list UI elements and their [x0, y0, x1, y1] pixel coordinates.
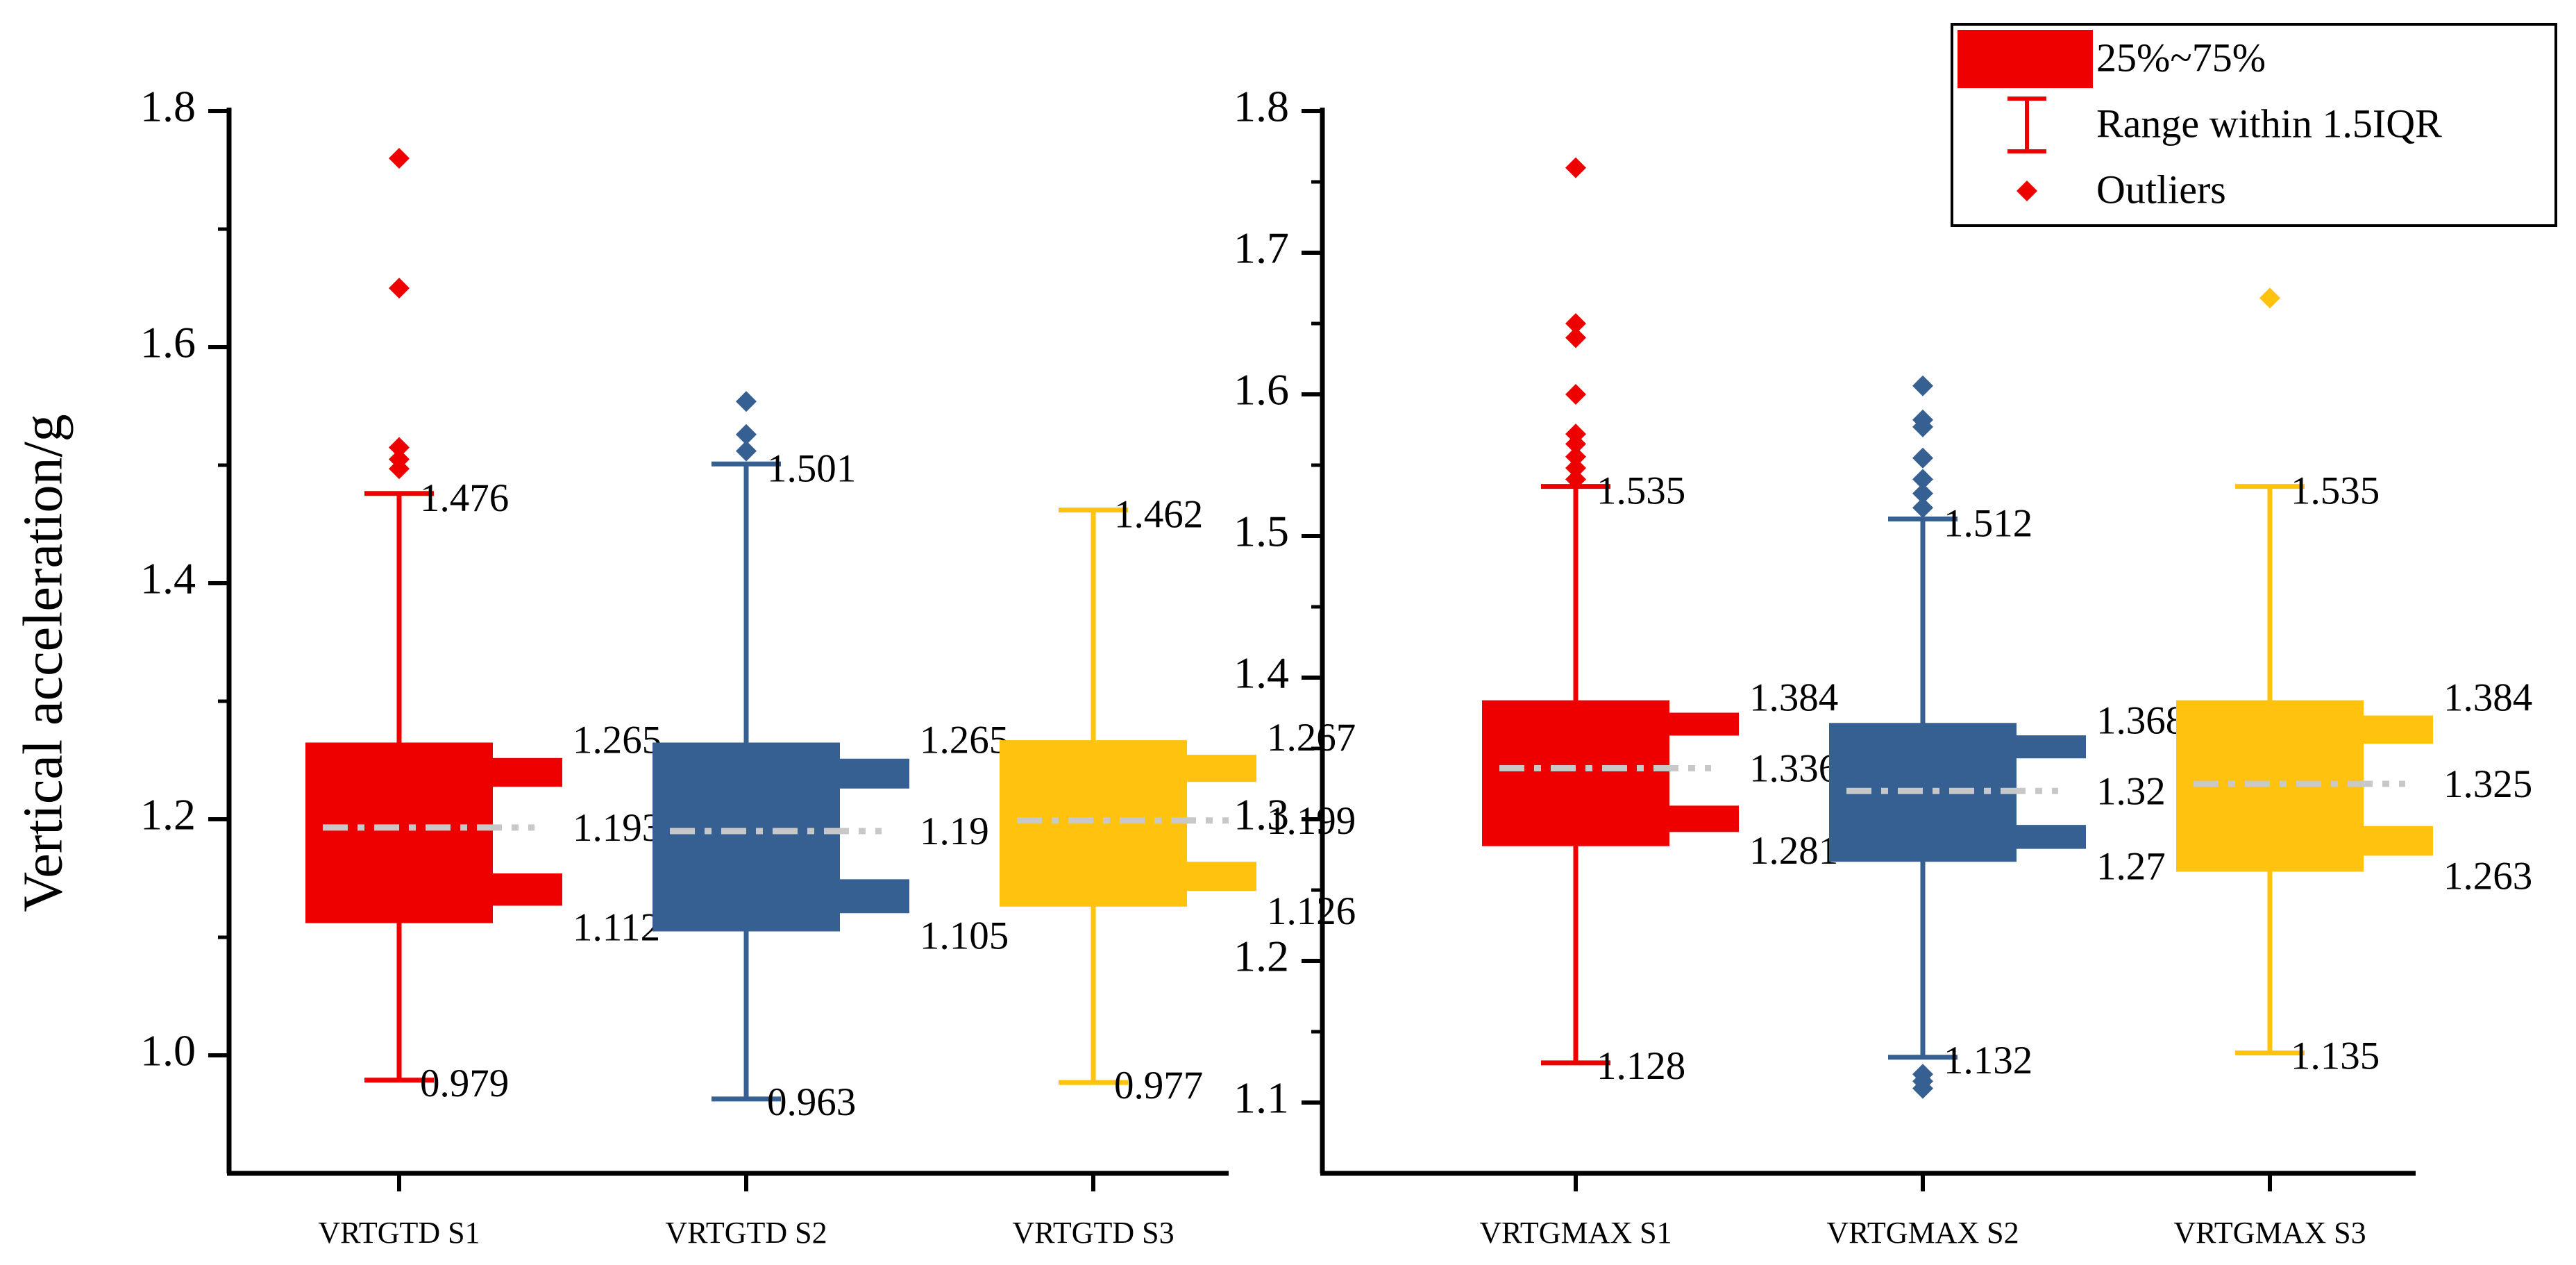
label-q1: 1.105 [920, 914, 1009, 958]
panel-right: 1.1 1.2 1.3 1.4 1.5 1.6 1.7 1.8 VRTGMAX S1 VRTGMA… [1234, 82, 2532, 1250]
label-q1: 1.281 [1749, 829, 1838, 873]
y-tick-label: 1.2 [140, 790, 196, 839]
box-group: 1.265 1.193 1.112 1.476 0.979 [305, 148, 662, 1105]
label-median: 1.325 [2443, 762, 2532, 806]
outlier-point [736, 440, 757, 462]
label-q3: 1.265 [573, 719, 662, 762]
outlier-point [1565, 157, 1586, 178]
outlier-point [736, 424, 757, 445]
box-group: 1.384 1.325 1.263 1.535 1.135 [2176, 287, 2532, 1078]
outlier-point [2259, 287, 2280, 309]
box-iqr [305, 742, 562, 923]
label-q3: 1.384 [1749, 676, 1838, 720]
outlier-point [1912, 1064, 1933, 1085]
x-tick-label: VRTGMAX S3 [2173, 1216, 2366, 1250]
x-tick-label: VRTGTD S2 [665, 1216, 827, 1250]
outlier-point [1912, 409, 1933, 430]
label-q3: 1.265 [920, 719, 1009, 762]
box-iqr [653, 742, 909, 932]
label-median: 1.19 [920, 810, 989, 853]
label-q1: 1.112 [573, 906, 660, 950]
label-whisker-low: 0.979 [420, 1062, 509, 1105]
legend-label: Outliers [2096, 167, 2226, 212]
y-tick-label: 1.2 [1234, 932, 1289, 981]
box-group: 1.368 1.32 1.27 1.512 1.132 [1829, 375, 2185, 1099]
x-tick-label: VRTGTD S1 [318, 1216, 480, 1250]
label-q1: 1.27 [2096, 844, 2166, 888]
label-whisker-high: 1.512 [1944, 502, 2032, 546]
label-whisker-high: 1.476 [420, 476, 509, 520]
outlier-point [1565, 458, 1586, 479]
outlier-point [1912, 483, 1933, 504]
label-q3: 1.384 [2443, 676, 2532, 720]
outlier-point [736, 391, 757, 412]
outlier-point [389, 148, 410, 169]
x-tick-label: VRTGTD S3 [1012, 1216, 1174, 1250]
outlier-point [1912, 375, 1933, 396]
label-whisker-low: 0.963 [767, 1080, 856, 1124]
y-tick-label: 1.8 [1234, 82, 1289, 131]
label-whisker-high: 1.462 [1114, 493, 1203, 537]
label-median: 1.32 [2096, 769, 2166, 813]
label-whisker-high: 1.501 [767, 446, 856, 490]
outlier-point [1565, 446, 1586, 467]
label-median: 1.193 [573, 806, 662, 850]
label-q3: 1.368 [2096, 698, 2185, 742]
label-q1: 1.126 [1267, 889, 1356, 933]
panel-left: 1.0 1.2 1.4 1.6 1.8 Vertical acceleration/g VR… [12, 82, 1356, 1250]
legend-box-swatch [1958, 30, 2093, 88]
y-tick-label: 1.0 [140, 1026, 196, 1075]
label-whisker-low: 1.135 [2291, 1034, 2380, 1078]
outlier-point [1912, 447, 1933, 469]
outlier-point [1565, 313, 1586, 334]
label-median: 1.336 [1749, 747, 1838, 791]
y-axis-label: Vertical acceleration/g [12, 414, 74, 912]
label-whisker-high: 1.535 [2291, 469, 2380, 513]
legend: 25%~75% Range within 1.5IQR Outliers [1951, 23, 2557, 227]
outlier-point [1565, 327, 1586, 349]
legend-label: Range within 1.5IQR [2096, 101, 2442, 146]
x-tick-label: VRTGMAX S2 [1826, 1216, 2019, 1250]
box-group: 1.384 1.336 1.281 1.535 1.128 [1482, 157, 1838, 1088]
label-whisker-low: 0.977 [1114, 1064, 1203, 1107]
y-tick-label: 1.5 [1234, 507, 1289, 556]
label-whisker-low: 1.128 [1597, 1044, 1685, 1088]
label-q3: 1.267 [1267, 716, 1356, 760]
y-tick-label: 1.4 [140, 554, 196, 603]
label-whisker-high: 1.535 [1597, 469, 1685, 513]
outlier-point [1565, 384, 1586, 405]
box-iqr [1482, 700, 1739, 846]
label-q1: 1.263 [2443, 855, 2532, 898]
y-tick-label: 1.6 [140, 318, 196, 367]
box-group: 1.265 1.19 1.105 1.501 0.963 [653, 391, 1009, 1124]
y-tick-label: 1.3 [1234, 790, 1289, 839]
legend-label: 25%~75% [2096, 35, 2266, 80]
y-tick-label: 1.1 [1234, 1073, 1289, 1123]
y-tick-label: 1.8 [140, 82, 196, 131]
label-whisker-low: 1.132 [1944, 1039, 2032, 1082]
outlier-point [389, 437, 410, 458]
outlier-point [1912, 497, 1933, 519]
outlier-point [1565, 424, 1586, 445]
y-tick-label: 1.6 [1234, 365, 1289, 414]
outlier-point [389, 449, 410, 470]
y-tick-label: 1.4 [1234, 648, 1289, 698]
y-tick-label: 1.7 [1234, 224, 1289, 273]
legend-diamond [2017, 181, 2037, 201]
outlier-point [389, 278, 410, 299]
x-tick-label: VRTGMAX S1 [1479, 1216, 1672, 1250]
outlier-point [1912, 469, 1933, 490]
outlier-point [1565, 469, 1586, 490]
